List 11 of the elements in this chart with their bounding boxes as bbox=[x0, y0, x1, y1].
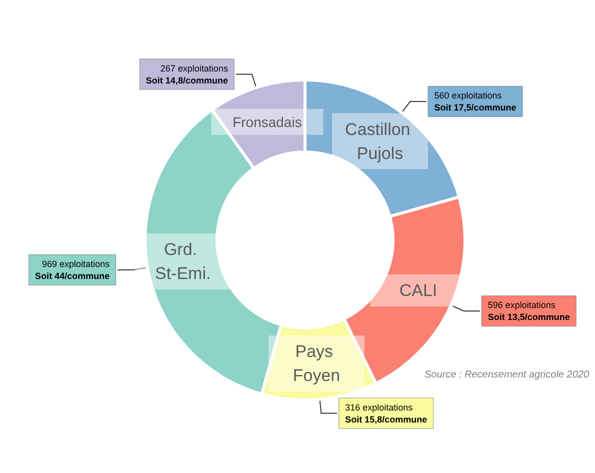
slice-label: Pays Foyen bbox=[292, 342, 340, 385]
data-label: 596 exploitations Soit 13,5/commune bbox=[488, 300, 570, 322]
source-note: Source : Recensement agricole 2020 bbox=[424, 370, 590, 380]
data-label: 316 exploitations Soit 15,8/commune bbox=[345, 402, 428, 424]
data-label: 267 exploitations Soit 14,8/commune bbox=[146, 63, 228, 86]
slice-label: Grd. St-Emi. bbox=[154, 240, 211, 283]
slice-label: CALI bbox=[399, 281, 438, 300]
slice-label: Fronsadais bbox=[232, 114, 302, 130]
slice-label: Castillon Pujols bbox=[345, 120, 415, 163]
data-label: 969 exploitations Soit 44/commune bbox=[35, 258, 110, 281]
data-label: 560 exploitations Soit 17,5/commune bbox=[434, 90, 516, 112]
